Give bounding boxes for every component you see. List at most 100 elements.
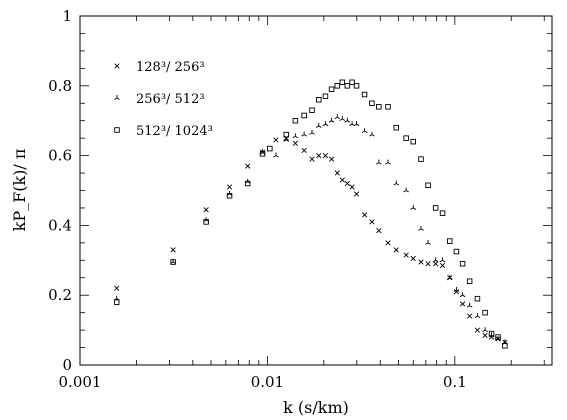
data-point-square [453,248,460,255]
data-point-x [453,289,460,295]
data-point-tri [439,257,446,263]
data-point-square [410,138,416,145]
data-point-square [425,182,431,189]
data-point-x [203,207,209,213]
data-point-square [283,131,289,138]
data-point-tri [393,180,400,186]
data-point-x [349,184,355,190]
data-point-x [482,332,488,338]
data-point-square [267,145,273,152]
data-point-square [482,309,488,316]
data-point-tri [273,152,279,158]
data-point-x [376,228,382,234]
data-point-x [418,259,424,265]
data-point-x [467,313,473,319]
y-tick-label: 0 [62,356,72,374]
data-point-x [425,261,431,267]
data-point-tri [344,117,351,123]
data-point-square [170,259,176,265]
data-point-square [466,278,473,284]
data-point-tri [459,292,466,298]
axis-tick-labels: 0.001 0.01 0.1 0 0.2 0.4 0.6 0.8 1 [48,7,467,391]
data-point-square [244,180,251,187]
data-point-x [353,191,360,197]
data-point-tri [375,159,382,165]
y-tick-label: 0.4 [48,216,72,234]
y-tick-label: 1 [62,7,72,25]
data-point-tri [334,114,341,120]
data-point-x [245,163,251,169]
data-point-tri [309,129,315,135]
legend-marker-tri [114,95,120,100]
data-point-tri [292,133,299,139]
data-point-x [385,240,391,246]
series-x [114,135,508,345]
data-point-x [459,301,466,307]
legend-marker-square [114,127,120,133]
data-point-square [334,83,341,89]
data-point-square [339,79,346,86]
data-point-x [316,152,322,159]
data-point-tri [301,131,307,137]
data-point-square [474,295,481,302]
data-point-square [376,103,382,110]
y-tick-label: 0.2 [48,286,72,304]
data-point-x [114,285,120,291]
y-axis-label: kP_F(k)/ π [10,149,29,232]
data-point-square [361,91,368,98]
series-tri [113,114,508,345]
data-point-x [344,180,350,187]
data-point-x [393,247,399,253]
legend-marker-x [114,63,120,69]
data-point-tri [385,159,391,165]
data-point-x [226,184,233,190]
data-point-square [495,334,501,340]
y-tick-label: 0.8 [48,77,72,95]
x-axis-label: k (s/km) [283,398,349,417]
data-point-square [369,100,375,106]
x-tick-label: 0.01 [251,373,284,391]
data-point-tri [349,121,355,127]
data-point-tri [432,257,439,263]
data-point-tri [410,204,417,210]
data-point-square [301,112,307,119]
legend-label: 256³/ 512³ [136,92,205,107]
x-tick-label: 0.1 [443,373,467,391]
legend-label: 128³/ 256³ [136,60,205,75]
data-point-square [432,205,439,211]
data-point-tri [466,302,473,308]
data-point-x [339,177,345,183]
data-point-x [301,147,307,153]
data-point-tri [474,313,481,319]
data-point-tri [339,115,346,121]
data-point-square [316,97,322,103]
data-point-square [113,299,120,305]
data-point-square [403,135,409,141]
data-point-tri [453,286,460,292]
data-point-x [273,137,279,143]
data-point-x [334,170,340,176]
data-point-tri [482,327,488,332]
data-point-x [439,262,446,269]
data-point-x [292,140,298,147]
data-point-tri [369,131,375,137]
y-tick-label: 0.6 [48,147,72,165]
data-point-tri [425,239,431,245]
data-point-square [322,93,329,100]
data-point-x [433,261,439,267]
data-point-square [309,107,315,113]
data-point-x [410,255,416,262]
x-tick-label: 0.001 [59,373,102,391]
data-point-square [385,103,391,110]
data-point-tri [361,128,368,134]
data-point-tri [283,136,290,142]
data-point-x [369,219,375,225]
data-point-square [418,156,424,162]
data-point-x [361,212,368,218]
data-point-tri [403,187,409,193]
series-square [113,79,508,349]
legend: 128³/ 256³ 256³/ 512³ 512³/ 1024³ [114,60,213,139]
data-point-square [328,86,335,93]
data-point-square [502,343,508,349]
